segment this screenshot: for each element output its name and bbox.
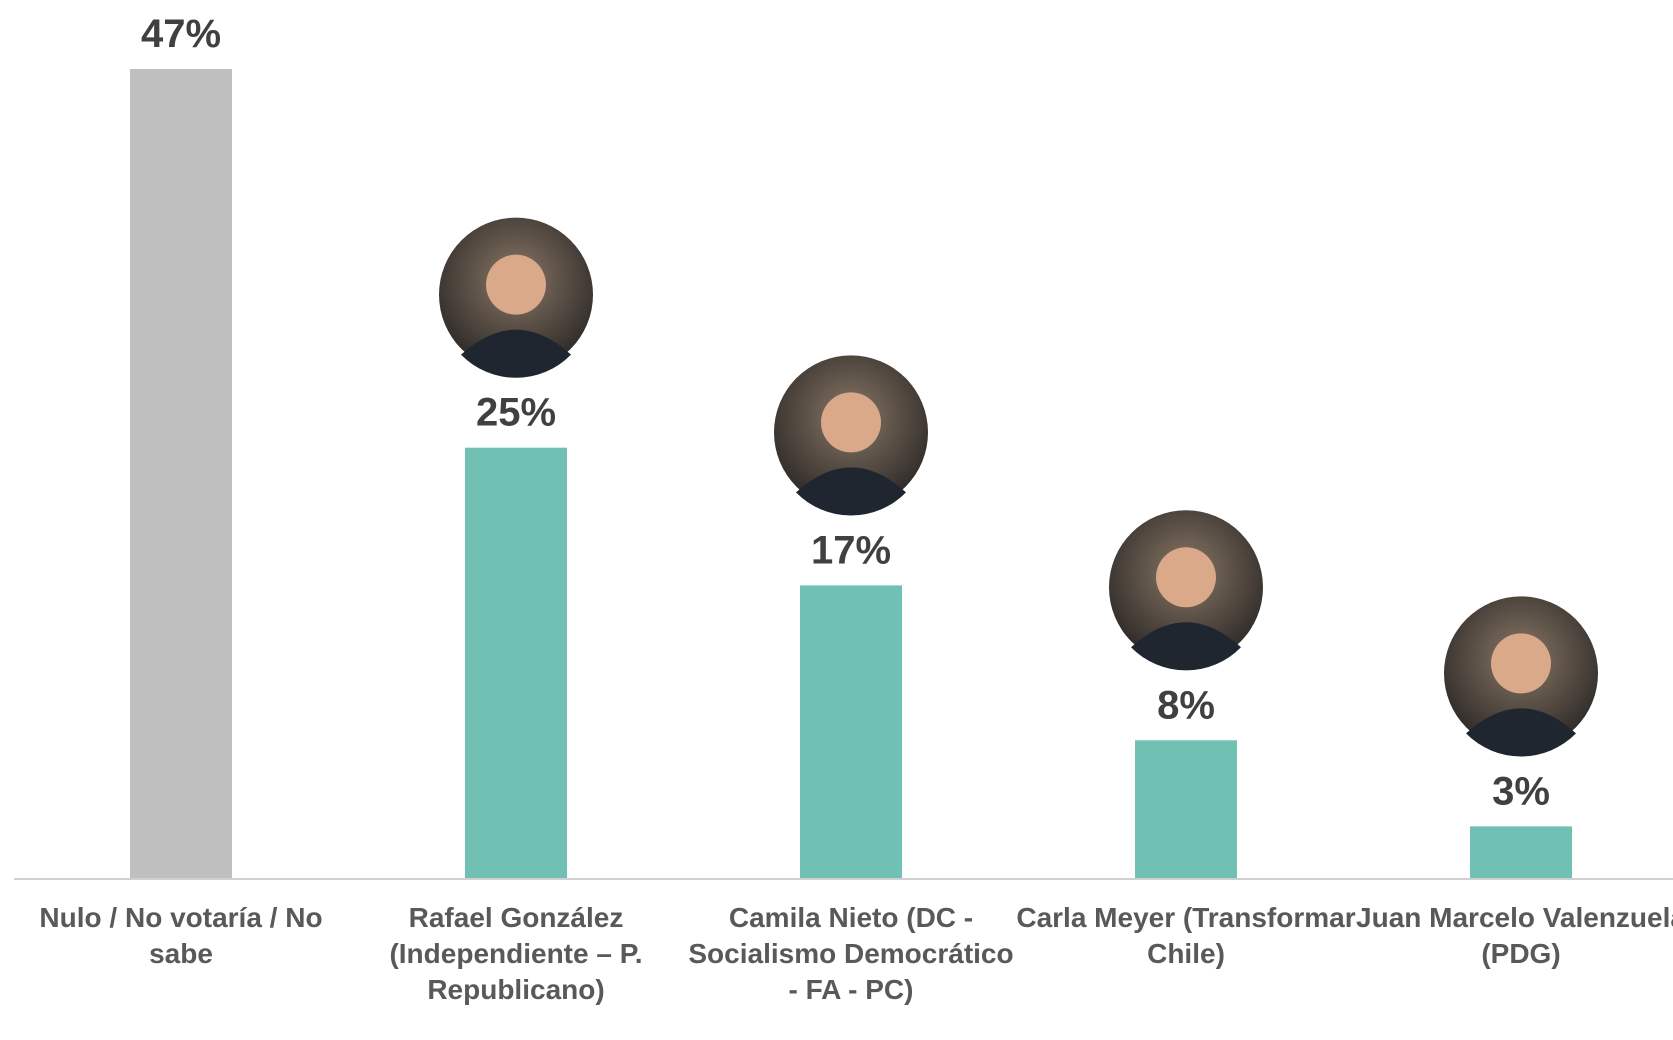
x-tick-label: Rafael González (Independiente – P. Repu… xyxy=(389,902,643,1005)
value-label: 47% xyxy=(141,12,221,56)
candidate-photo xyxy=(439,217,593,378)
photo-body xyxy=(461,329,571,378)
bar xyxy=(1470,826,1572,878)
x-tick-label: Camila Nieto (DC - Socialismo Democrátic… xyxy=(688,902,1014,1005)
value-label: 25% xyxy=(476,391,556,435)
bar xyxy=(800,585,902,878)
photo-body xyxy=(1131,622,1241,671)
candidate-photo xyxy=(1109,510,1263,671)
photo-body xyxy=(796,467,906,516)
photo-head xyxy=(821,392,881,453)
bar xyxy=(465,447,567,878)
x-tick-label: Juan Marcelo Valenzuela (PDG) xyxy=(1356,902,1673,969)
value-label: 8% xyxy=(1157,683,1215,727)
candidate-photo xyxy=(774,355,928,516)
bar xyxy=(1135,740,1237,878)
photo-head xyxy=(1491,633,1551,694)
bar xyxy=(130,69,232,878)
photo-head xyxy=(486,254,546,315)
x-tick-label: Carla Meyer (Transformar Chile) xyxy=(1016,902,1356,969)
photo-body xyxy=(1466,708,1576,757)
value-label: 3% xyxy=(1492,769,1550,813)
candidate-photo xyxy=(1444,596,1598,757)
value-label: 17% xyxy=(811,528,891,572)
photo-head xyxy=(1156,547,1216,608)
x-tick-label: Nulo / No votaría / No sabe xyxy=(39,902,323,969)
